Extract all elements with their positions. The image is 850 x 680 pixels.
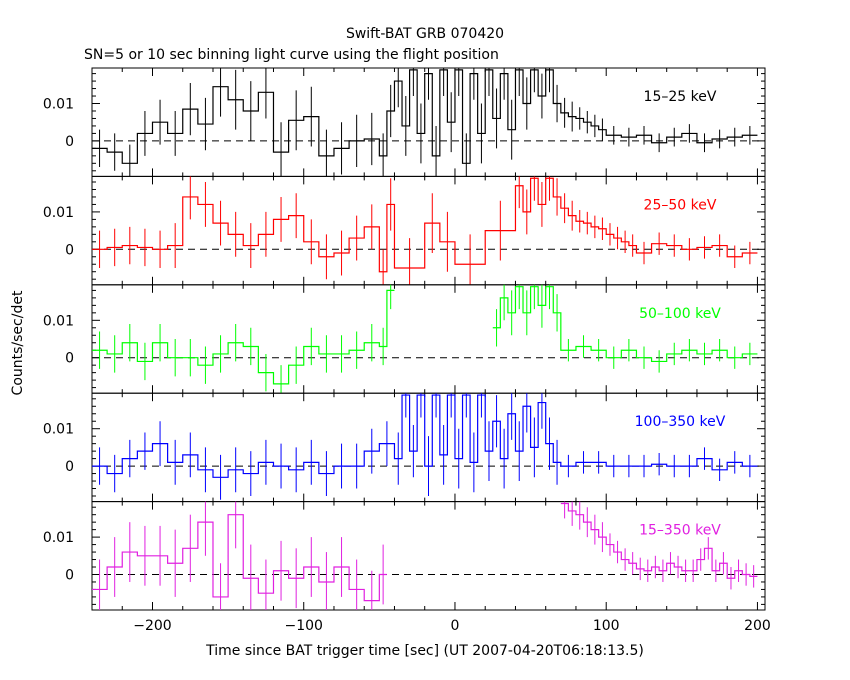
panel-frame <box>91 284 766 394</box>
chart-title: Swift-BAT GRB 070420 <box>346 26 504 42</box>
x-tick-label: −200 <box>133 618 171 634</box>
y-axis-label: Counts/sec/det <box>10 290 26 395</box>
y-tick-label: 0 <box>65 567 74 583</box>
panel-4: 0.01 0 15–350 keV <box>43 501 766 611</box>
y-tick-label: 0 <box>65 459 74 475</box>
panel-2: 0.01 0 50–100 keV <box>43 284 766 394</box>
light-curve-1 <box>92 176 758 285</box>
panel-1: 0.01 0 25–50 keV <box>43 175 766 286</box>
y-tick-label: 0.01 <box>43 97 74 113</box>
panel-stack: 0.01 0 15–25 keV 0.01 0 25–50 keV 0.01 0 50–100 … <box>43 67 771 634</box>
panel-frame <box>91 175 766 286</box>
light-curve-4 <box>92 501 758 611</box>
histogram-step-line <box>92 177 758 273</box>
y-tick-label: 0.01 <box>43 205 74 221</box>
histogram-step-line <box>92 69 758 164</box>
band-label-3: 100–350 keV <box>635 414 726 430</box>
panel-3: 0.01 0 100–350 keV <box>43 392 766 503</box>
x-tick-label: 0 <box>451 618 460 634</box>
panel-0: 0.01 0 15–25 keV <box>43 67 766 177</box>
panel-frame <box>91 501 766 611</box>
band-label-1: 25–50 keV <box>644 197 717 213</box>
y-tick-label: 0 <box>65 351 74 367</box>
histogram-step-line <box>92 394 758 478</box>
light-curve-3 <box>92 393 758 500</box>
y-tick-label: 0.01 <box>43 422 74 438</box>
histogram-step-line <box>92 286 758 385</box>
light-curve-0 <box>92 68 758 177</box>
x-tick-label: 200 <box>744 618 771 634</box>
light-curve-2 <box>92 284 758 394</box>
x-tick-label: −100 <box>285 618 323 634</box>
band-label-4: 15–350 keV <box>639 523 721 539</box>
band-label-0: 15–25 keV <box>644 89 717 105</box>
band-label-2: 50–100 keV <box>639 306 721 322</box>
x-tick-label: 100 <box>593 618 620 634</box>
y-tick-label: 0.01 <box>43 530 74 546</box>
y-tick-label: 0 <box>65 134 74 150</box>
y-tick-label: 0.01 <box>43 313 74 329</box>
x-axis-label: Time since BAT trigger time [sec] (UT 20… <box>205 643 644 659</box>
histogram-step-line <box>92 502 758 602</box>
chart-subtitle: SN=5 or 10 sec binning light curve using… <box>84 47 499 63</box>
y-tick-label: 0 <box>65 242 74 258</box>
